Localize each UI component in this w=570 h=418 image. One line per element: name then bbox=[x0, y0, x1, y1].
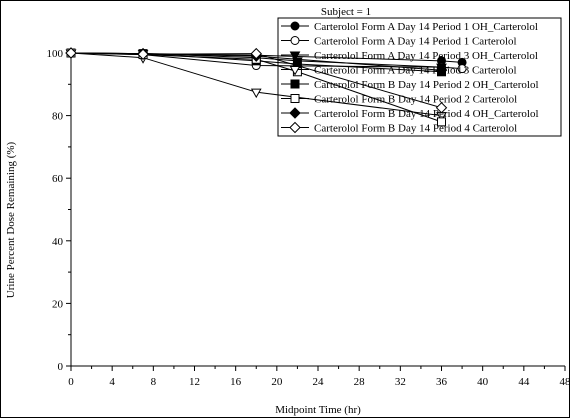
legend-label: Carterolol Form A Day 14 Period 1 Carter… bbox=[314, 36, 517, 48]
legend-marker bbox=[290, 21, 300, 31]
data-point bbox=[435, 102, 448, 114]
data-point bbox=[137, 48, 149, 60]
y-tick-label: 0 bbox=[58, 361, 64, 373]
legend-label: Carterolol Form B Day 14 Period 4 OH_Car… bbox=[314, 108, 539, 120]
legend: Carterolol Form A Day 14 Period 1 OH_Car… bbox=[277, 17, 562, 137]
y-tick-label: 20 bbox=[52, 298, 64, 310]
series-line bbox=[70, 52, 442, 109]
legend-marker bbox=[290, 36, 300, 45]
legend-label: Carterolol Form B Day 14 Period 2 OH_Car… bbox=[314, 79, 539, 91]
legend-marker bbox=[289, 51, 301, 62]
data-point bbox=[435, 64, 448, 76]
data-point bbox=[457, 64, 467, 74]
y-tick-label: 80 bbox=[52, 111, 64, 123]
x-tick-label: 8 bbox=[151, 376, 157, 388]
x-axis-label: Midpoint Time (hr) bbox=[275, 404, 361, 416]
x-tick-label: 0 bbox=[68, 376, 74, 388]
legend-entry: Carterolol Form A Day 14 Period 3 OH_Car… bbox=[281, 50, 538, 62]
legend-marker bbox=[289, 107, 301, 119]
legend-marker bbox=[289, 121, 301, 134]
legend-label: Carterolol Form A Day 14 Period 3 Carter… bbox=[314, 65, 517, 77]
x-tick-label: 48 bbox=[560, 376, 570, 388]
x-tick-label: 32 bbox=[395, 376, 406, 388]
legend-entry: Carterolol Form A Day 14 Period 1 Carter… bbox=[281, 36, 517, 48]
x-tick-label: 20 bbox=[271, 376, 283, 388]
legend-entry: Carterolol Form B Day 14 Period 4 Carter… bbox=[281, 121, 517, 135]
data-point bbox=[250, 47, 262, 60]
legend-entry: Carterolol Form B Day 14 Period 2 Carter… bbox=[281, 94, 517, 106]
data-point bbox=[250, 88, 262, 99]
axes: 04812162024283236404448020406080100 bbox=[47, 48, 570, 388]
chart-title: Subject = 1 bbox=[321, 6, 371, 18]
x-tick-label: 12 bbox=[189, 376, 200, 388]
legend-entry: Carterolol Form A Day 14 Period 3 Carter… bbox=[281, 65, 517, 77]
y-tick-label: 40 bbox=[52, 236, 64, 248]
series-8 bbox=[65, 47, 448, 114]
x-tick-label: 36 bbox=[436, 376, 448, 388]
legend-marker bbox=[289, 66, 301, 76]
x-tick-label: 16 bbox=[230, 376, 242, 388]
x-tick-label: 24 bbox=[313, 376, 325, 388]
series-line bbox=[70, 52, 442, 117]
legend-box bbox=[277, 17, 562, 137]
legend-entry: Carterolol Form B Day 14 Period 2 OH_Car… bbox=[281, 79, 539, 91]
legend-marker bbox=[290, 94, 300, 103]
data-point bbox=[437, 117, 446, 127]
x-tick-label: 44 bbox=[518, 376, 530, 388]
legend-entry: Carterolol Form B Day 14 Period 4 OH_Car… bbox=[281, 107, 539, 120]
series-layer bbox=[65, 47, 467, 127]
legend-label: Carterolol Form A Day 14 Period 1 OH_Car… bbox=[314, 21, 538, 33]
data-point bbox=[65, 47, 77, 59]
legend-label: Carterolol Form A Day 14 Period 3 OH_Car… bbox=[314, 50, 538, 62]
legend-label: Carterolol Form B Day 14 Period 2 Carter… bbox=[314, 94, 517, 106]
x-tick-label: 28 bbox=[354, 376, 366, 388]
legend-entry: Carterolol Form A Day 14 Period 1 OH_Car… bbox=[281, 21, 538, 33]
y-tick-label: 100 bbox=[47, 48, 64, 60]
x-tick-label: 40 bbox=[477, 376, 489, 388]
y-axis-label: Urine Percent Dose Remaining (%) bbox=[5, 141, 17, 298]
legend-label: Carterolol Form B Day 14 Period 4 Carter… bbox=[314, 123, 517, 135]
y-tick-label: 60 bbox=[52, 173, 64, 185]
legend-marker bbox=[290, 79, 300, 89]
x-tick-label: 4 bbox=[109, 376, 115, 388]
